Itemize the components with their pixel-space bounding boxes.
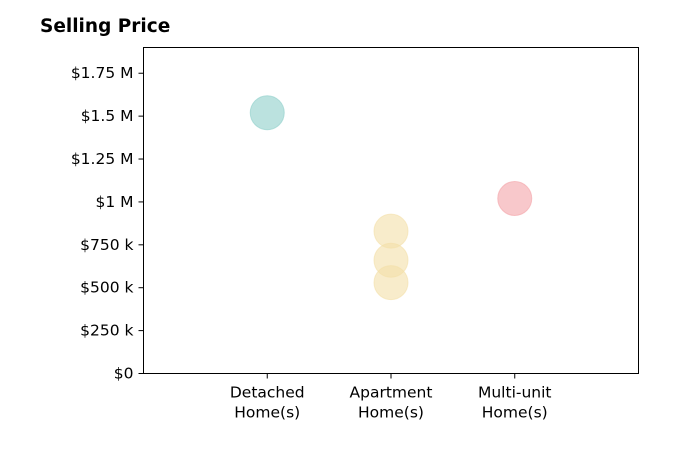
y-tick-label-0: $0 [114, 365, 134, 383]
x-tick-label-0: Detached Home(s) [230, 384, 305, 422]
chart-title: Selling Price [40, 16, 171, 37]
y-tick-label-3: $750 k [80, 236, 133, 254]
y-axis: $0 $250 k $500 k $750 k $1 M $1.25 M $1.5 M $1.… [71, 64, 144, 383]
x-tick-label-1: Apartment Home(s) [350, 384, 433, 422]
data-point-0 [249, 95, 285, 131]
y-tick-label-4: $1 M [95, 193, 133, 211]
y-tick-label-2: $500 k [80, 279, 133, 297]
y-tick-label-6: $1.5 M [81, 107, 134, 125]
data-point-4 [497, 180, 533, 216]
y-tick-label-1: $250 k [80, 322, 133, 340]
plot-frame [143, 47, 639, 374]
x-axis: Detached Home(s) Apartment Home(s) Multi-uni… [230, 373, 552, 422]
points-layer [249, 95, 533, 301]
x-tick-label-2: Multi-unit Home(s) [478, 384, 552, 422]
y-tick-label-5: $1.25 M [71, 150, 134, 168]
data-point-3 [373, 265, 409, 301]
y-tick-label-7: $1.75 M [71, 64, 134, 82]
